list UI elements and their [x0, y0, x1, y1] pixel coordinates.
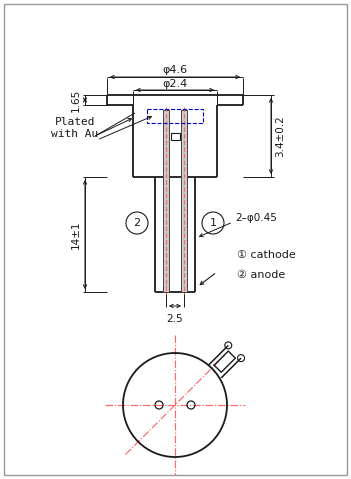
Text: ② anode: ② anode [237, 270, 285, 280]
Text: 2–φ0.45: 2–φ0.45 [235, 213, 277, 223]
Bar [181, 110, 187, 292]
Text: 2: 2 [133, 218, 140, 228]
Text: 1: 1 [210, 218, 217, 228]
Text: φ4.6: φ4.6 [163, 65, 187, 75]
Text: 2.5: 2.5 [167, 314, 183, 324]
Bar [171, 133, 179, 140]
Text: Plated
with Au: Plated with Au [51, 117, 99, 139]
Text: 1.65: 1.65 [71, 88, 81, 112]
Text: φ2.4: φ2.4 [163, 79, 188, 89]
Text: ① cathode: ① cathode [237, 250, 296, 260]
Text: 3.4±0.2: 3.4±0.2 [275, 115, 285, 157]
Text: 14±1: 14±1 [71, 220, 81, 249]
Bar [163, 110, 169, 292]
Bar [147, 109, 203, 123]
